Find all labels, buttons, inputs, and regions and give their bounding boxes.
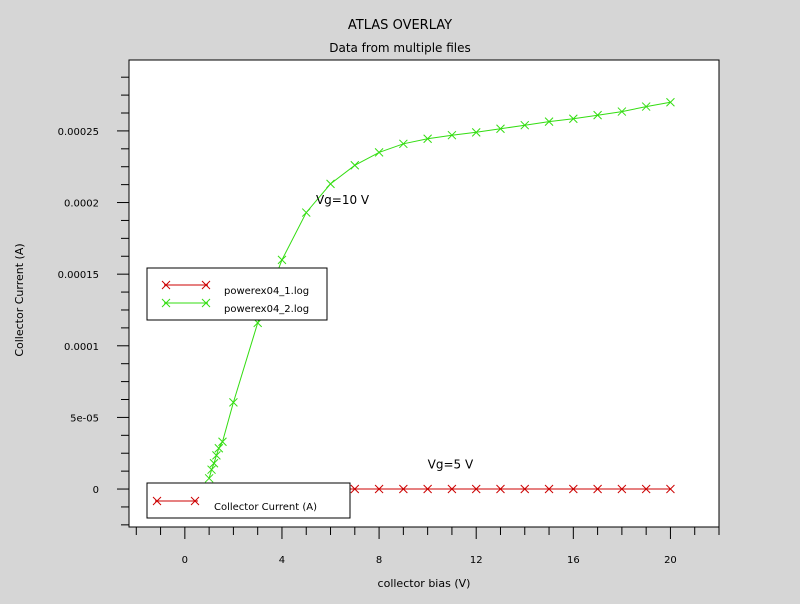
data-point [350,484,360,494]
data-point [277,255,287,265]
y-tick-label: 0.00015 [58,270,99,281]
data-point [666,97,675,107]
data-point [447,130,457,140]
data-point [229,398,238,407]
data-point [301,208,311,217]
data-point [326,179,335,189]
annotation-vg5: Vg=5 V [428,458,474,472]
data-point [374,484,384,494]
data-point [447,484,457,494]
data-point [568,484,578,494]
legend2-box [146,482,351,519]
chart-title: ATLAS OVERLAY [348,18,452,33]
data-point [593,484,602,494]
y-tick-label: 0 [93,485,99,496]
data-point [214,443,224,453]
y-tick-label: 0.0002 [64,199,99,210]
x-axis: 0 4 8 12 16 20 [135,527,720,566]
y-tick-label: 5e-05 [70,413,99,424]
data-point [212,451,221,460]
x-tick-label: 20 [664,555,677,566]
data-point [617,484,627,494]
data-point [544,117,554,126]
x-tick-label: 4 [279,555,285,566]
y-tick-label: 0.00025 [58,127,99,138]
data-point [641,102,651,111]
annotation-vg10: Vg=10 V [316,193,370,207]
legend-label-powerex04-2: powerex04_2.log [224,304,309,315]
data-point [423,484,432,494]
legend2-swatch-marker [152,496,162,506]
x-tick-label: 16 [567,555,580,566]
data-point [496,124,505,134]
x-tick-label: 8 [376,555,382,566]
data-point [399,139,408,149]
data-point [204,473,214,483]
y-axis-label: Collector Current (A) [13,243,26,356]
series-layer [180,97,675,494]
legend-box [146,267,328,321]
legend-secondary: Collector Current (A) [146,482,351,519]
data-point [399,484,408,494]
data-point [471,127,481,137]
data-point [374,148,384,157]
data-point [423,134,432,144]
data-point [496,484,505,494]
legend2-swatch-marker [190,496,200,506]
legend2-marks [152,496,200,506]
chart-subtitle: Data from multiple files [329,41,471,55]
data-point [666,484,675,494]
legend-swatch-marker [201,298,211,308]
data-point [568,114,578,124]
data-point [544,484,554,494]
data-point [207,465,216,475]
x-tick-label: 12 [470,555,483,566]
x-axis-label: collector bias (V) [378,577,471,590]
series-2 [204,97,675,483]
data-point [593,110,602,120]
legend-marks [161,280,211,308]
legend: powerex04_1.log powerex04_2.log [146,267,328,321]
data-point [520,484,530,494]
legend2-label: Collector Current (A) [214,502,317,513]
data-point [209,458,219,468]
x-tick-label: 0 [182,555,188,566]
data-point [350,160,360,170]
y-tick-label: 0.0001 [64,342,99,353]
legend-label-powerex04-1: powerex04_1.log [224,286,309,297]
legend-swatch-marker [161,280,171,290]
y-axis: 0 5e-05 0.0001 0.00015 0.0002 0.00025 [58,76,129,526]
data-point [617,107,627,116]
data-point [520,120,530,130]
legend-swatch-marker [201,280,211,290]
data-point [471,484,481,494]
data-point [641,484,651,494]
data-point [218,437,227,447]
legend-swatch-marker [161,298,171,308]
